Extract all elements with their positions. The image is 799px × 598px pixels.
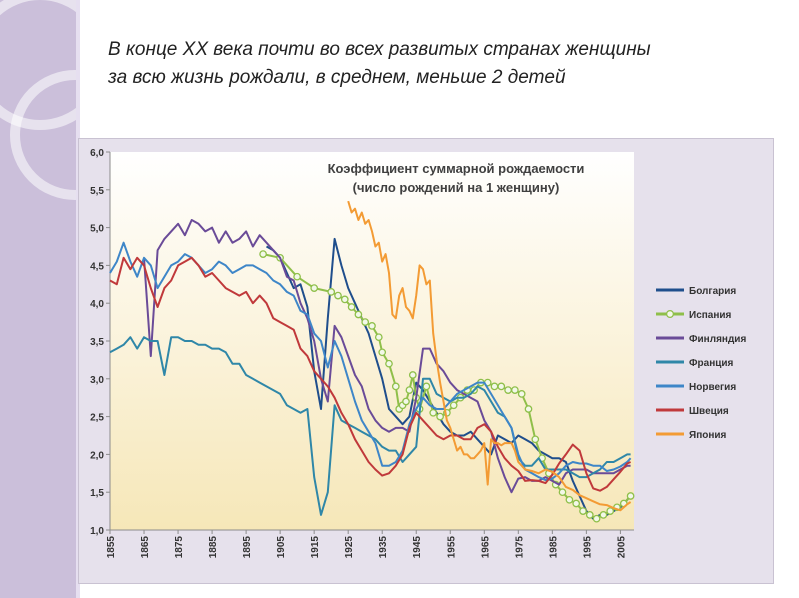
series-marker — [347, 303, 356, 311]
legend-label: Норвегия — [689, 382, 736, 393]
series-marker — [310, 284, 319, 292]
legend-label: Швеция — [689, 406, 729, 417]
series-marker — [391, 382, 400, 391]
legend-label: Испания — [689, 310, 732, 321]
series-marker — [592, 514, 601, 523]
series-marker — [429, 408, 438, 417]
y-tick-label: 5,5 — [90, 186, 104, 197]
y-tick-label: 5,0 — [90, 224, 104, 235]
chart-title-line-1: Коэффициент суммарной рождаемости — [328, 161, 585, 176]
legend-label: Франция — [689, 358, 734, 369]
x-tick-label: 1945 — [412, 536, 423, 559]
x-tick-label: 1915 — [310, 536, 321, 559]
y-tick-label: 6,0 — [90, 148, 104, 159]
series-marker — [497, 382, 506, 391]
slide-title-line-2: за всю жизнь рождали, в среднем, меньше … — [108, 67, 566, 88]
fertility-chart: 1,0 1,5 2,0 2,5 3,0 3,5 4,0 4,5 5,0 5,5 6,0 1855 186… — [90, 148, 746, 559]
series-line-1f4e8c — [266, 237, 632, 520]
series-marker — [374, 333, 383, 342]
series-line-c0393b — [109, 256, 632, 492]
x-tick-label: 1985 — [548, 536, 559, 559]
y-tick-label: 2,0 — [90, 450, 104, 461]
series-marker — [378, 348, 387, 357]
series-marker — [405, 386, 414, 394]
x-tick-label: 1905 — [276, 536, 287, 559]
x-tick-label: 1855 — [106, 536, 117, 559]
x-tick-label: 1895 — [242, 536, 253, 559]
series-marker — [385, 359, 393, 368]
series-marker — [368, 322, 376, 330]
x-tick-label: 1975 — [514, 536, 525, 559]
y-tick-label: 1,5 — [90, 488, 104, 499]
series-marker — [599, 511, 608, 519]
legend-label: Финляндия — [689, 334, 746, 345]
legend-label: Япония — [689, 430, 727, 441]
series-marker — [354, 310, 363, 319]
x-tick-label: 2005 — [616, 536, 627, 559]
legend-marker — [665, 309, 675, 319]
chart-title-line-2: (число рождений на 1 женщину) — [353, 180, 560, 195]
series-marker — [504, 386, 512, 394]
series-marker — [490, 382, 499, 391]
x-tick-label: 1965 — [480, 536, 491, 559]
y-tick-label: 3,5 — [90, 337, 104, 348]
x-tick-label: 1935 — [378, 536, 389, 559]
legend: Болгария Испания Финляндия Франция Норвегия Ш… — [656, 286, 746, 441]
series-marker — [422, 382, 431, 391]
series-marker — [327, 288, 336, 296]
series-marker — [579, 507, 587, 515]
series-marker — [558, 488, 567, 497]
series-marker — [340, 295, 349, 304]
x-tick-label: 1995 — [582, 536, 593, 559]
series-marker — [517, 390, 526, 398]
x-tick-label: 1955 — [446, 536, 457, 559]
x-tick-label: 1925 — [344, 536, 355, 559]
x-tick-label: 1865 — [140, 536, 151, 559]
series-marker — [408, 371, 417, 379]
series-line-6a4b98 — [143, 219, 631, 494]
series-marker — [293, 272, 301, 281]
series-marker — [361, 318, 370, 326]
series-line-f39b34 — [347, 200, 632, 512]
slide-title: В конце XX века почти во всех развитых с… — [108, 36, 778, 92]
series-marker — [259, 250, 267, 258]
y-tick-label: 4,5 — [90, 261, 104, 272]
series-marker — [511, 386, 519, 394]
series-marker — [565, 495, 574, 504]
series-marker — [449, 401, 458, 410]
series-marker — [572, 499, 581, 508]
series-marker — [606, 507, 615, 515]
side-decoration-band — [0, 0, 140, 598]
series-marker — [585, 511, 594, 519]
legend-label: Болгария — [689, 286, 736, 297]
series-marker — [524, 405, 533, 413]
series-marker — [402, 397, 410, 406]
decorative-ring — [10, 70, 140, 200]
slide-title-line-1: В конце XX века почти во всех развитых с… — [108, 39, 651, 60]
series-marker — [436, 412, 444, 421]
y-tick-label: 1,0 — [90, 526, 104, 537]
series-marker — [626, 492, 635, 500]
y-tick-label: 4,0 — [90, 299, 104, 310]
y-tick-label: 2,5 — [90, 413, 104, 424]
x-tick-label: 1875 — [174, 536, 185, 559]
y-tick-label: 3,0 — [90, 375, 104, 386]
series-marker — [334, 291, 342, 300]
x-tick-label: 1885 — [208, 536, 219, 559]
series-marker — [531, 435, 540, 444]
